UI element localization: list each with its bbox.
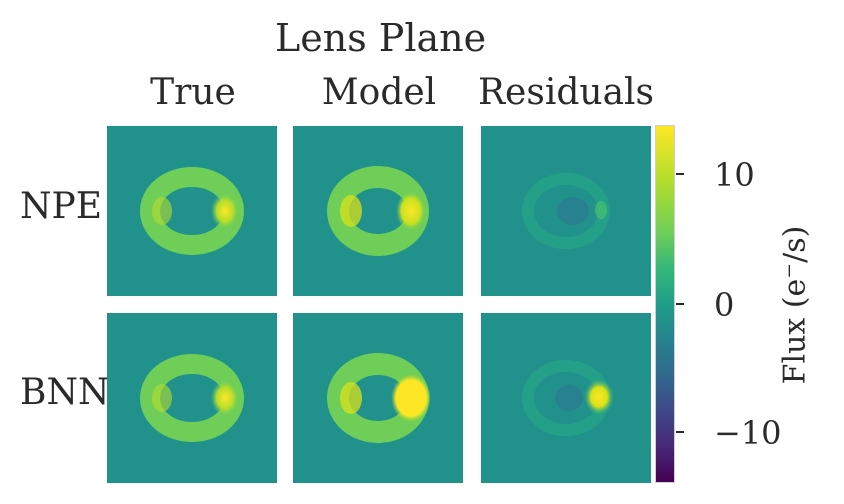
column-label-true: True <box>150 72 236 113</box>
panel-npe-model <box>293 126 463 296</box>
colorbar-tick-10 <box>676 173 684 175</box>
colorbar <box>655 125 675 483</box>
panel-bnn-model <box>293 313 463 483</box>
panel-bnn-true <box>107 313 277 483</box>
colorbar-ticklabel-minus-10: −10 <box>714 414 782 452</box>
row-label-npe: NPE <box>20 186 103 227</box>
figure-title: Lens Plane <box>275 16 487 60</box>
colorbar-tick-minus-10 <box>676 431 684 433</box>
panel-bnn-residuals <box>481 313 651 483</box>
colorbar-label: Flux (e⁻/s) <box>777 225 813 385</box>
colorbar-tick-0 <box>676 303 684 305</box>
row-label-bnn: BNN <box>20 372 110 413</box>
colorbar-ticklabel-10: 10 <box>714 156 755 194</box>
column-label-residuals: Residuals <box>477 72 655 113</box>
panel-npe-true <box>107 126 277 296</box>
panel-npe-residuals <box>481 126 651 296</box>
column-label-model: Model <box>321 72 437 113</box>
colorbar-ticklabel-0: 0 <box>714 286 735 324</box>
